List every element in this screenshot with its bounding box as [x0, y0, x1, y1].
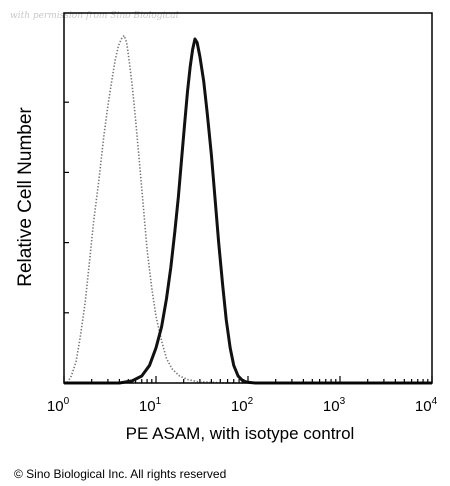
sample-trace: [64, 37, 432, 385]
x-tick-label: 100: [47, 396, 70, 415]
y-axis-label: Relative Cell Number: [15, 107, 36, 287]
x-tick-label: 101: [139, 396, 162, 415]
isotype-control-trace: [63, 33, 432, 384]
x-axis-label: PE ASAM, with isotype control: [125, 424, 355, 443]
watermark-text: with permission from Sino Biological: [10, 11, 179, 21]
x-tick-label: 103: [323, 396, 346, 415]
x-tick-label: 102: [231, 396, 254, 415]
plot-frame: [63, 12, 433, 384]
copyright-notice: © Sino Biological Inc. All rights reserv…: [14, 467, 227, 481]
x-tick-label: 104: [415, 396, 438, 415]
